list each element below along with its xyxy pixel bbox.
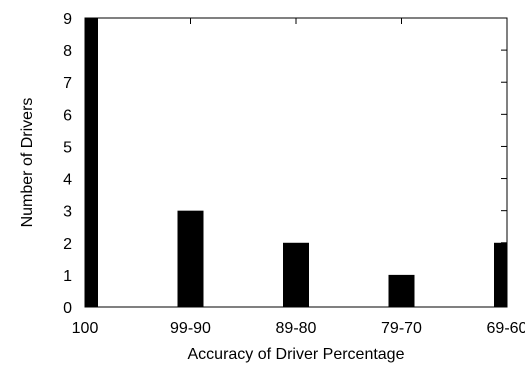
y-tick-label-0: 0	[63, 300, 72, 317]
ticks-layer: 0 1 2 3 4 5 6 7 8 9 100 99-90 89-80 79-70 69-60	[63, 11, 525, 337]
bars-layer	[85, 18, 507, 307]
y-tick-label-1: 1	[63, 268, 72, 285]
y-tick-label-5: 5	[63, 139, 72, 156]
x-axis-title: Accuracy of Driver Percentage	[188, 346, 405, 363]
bar-69-60	[494, 242, 507, 307]
y-tick-label-4: 4	[63, 172, 72, 189]
y-tick-label-6: 6	[63, 107, 72, 124]
y-tick-label-9: 9	[63, 11, 72, 28]
bar-89-80	[283, 242, 309, 307]
y-tick-label-3: 3	[63, 204, 72, 221]
y-tick-label-7: 7	[63, 75, 72, 92]
x-tick-label-79-70: 79-70	[381, 320, 422, 337]
bar-100	[85, 18, 98, 307]
bar-99-90	[177, 210, 204, 307]
y-axis-title: Number of Drivers	[19, 98, 36, 228]
x-tick-label-99-90: 99-90	[170, 320, 211, 337]
y-tick-label-2: 2	[63, 236, 72, 253]
x-tick-label-100: 100	[72, 320, 99, 337]
x-tick-label-69-60: 69-60	[487, 320, 525, 337]
y-tick-label-8: 8	[63, 43, 72, 60]
x-tick-label-89-80: 89-80	[276, 320, 317, 337]
